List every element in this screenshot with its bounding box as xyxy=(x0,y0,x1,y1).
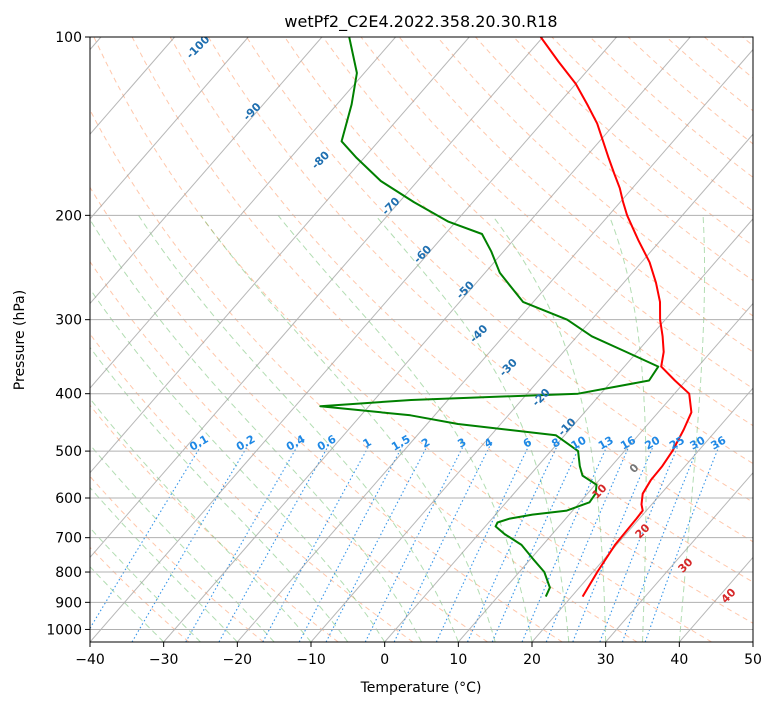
chart-title: wetPf2_C2E4.2022.358.20.30.R18 xyxy=(284,12,557,32)
y-tick-label: 500 xyxy=(55,444,82,460)
temperature-profile-line xyxy=(539,37,693,598)
dry-adiabat-line xyxy=(169,37,753,583)
mixing-ratio-line xyxy=(90,445,202,630)
dry-adiabat-line xyxy=(131,37,753,624)
mixing-ratio-line xyxy=(491,445,581,642)
x-tick-label: −10 xyxy=(296,652,326,668)
series-layer xyxy=(319,37,693,598)
y-axis: 100 200 300 400 500 600 700 800 900 1000 xyxy=(46,30,90,638)
mixing-ratio-line xyxy=(521,445,608,642)
isotherm-line xyxy=(90,37,323,305)
x-tick-label: 10 xyxy=(449,652,467,668)
isotherm-line xyxy=(310,133,753,642)
moist-adiabat-line xyxy=(90,346,349,642)
plot-background xyxy=(90,37,753,642)
isotherm-line xyxy=(90,37,396,389)
x-tick-label: 0 xyxy=(380,652,389,668)
moist-adiabat-line xyxy=(90,486,238,642)
mixing-ratio-line xyxy=(325,445,428,642)
dry-adiabat-line xyxy=(90,475,264,642)
dry-adiabat-line xyxy=(90,260,488,642)
y-axis-label: Pressure (hPa) xyxy=(12,290,28,390)
x-tick-label: 50 xyxy=(744,652,762,668)
dry-adiabat-line xyxy=(93,37,712,642)
mixing-ratio-line xyxy=(621,445,699,642)
y-tick-label: 200 xyxy=(55,208,82,224)
y-tick-label: 100 xyxy=(55,30,82,46)
overlay-layer xyxy=(90,37,753,642)
isotherm-line xyxy=(531,387,753,642)
isotherm-line xyxy=(384,218,753,642)
x-axis-label: Temperature (°C) xyxy=(360,680,482,696)
mixing-ratio-line xyxy=(364,445,464,642)
mixing-ratio-line xyxy=(393,445,491,642)
dry-adiabat-line xyxy=(90,404,339,642)
plot-frame xyxy=(89,36,754,643)
moist-adiabat-line xyxy=(90,527,201,642)
isotherm-line xyxy=(236,48,753,642)
y-tick-label: 600 xyxy=(55,491,82,507)
y-tick-label: 800 xyxy=(55,565,82,581)
x-tick-label: 30 xyxy=(597,652,615,668)
moist-adiabat-line xyxy=(277,214,533,642)
x-tick-label: 20 xyxy=(523,652,541,668)
moist-adiabat-line xyxy=(90,288,386,642)
moist-adiabat-line xyxy=(90,565,165,642)
isotherm-line xyxy=(457,302,753,642)
y-tick-label: 700 xyxy=(55,531,82,547)
mixing-ratio-line xyxy=(131,445,249,642)
dewpoint-profile-line xyxy=(319,37,660,598)
moist-adiabat-line xyxy=(138,215,459,642)
moist-adiabat-line xyxy=(678,215,706,642)
dry-adiabat-line xyxy=(90,108,638,642)
moist-adiabat-line xyxy=(90,218,422,642)
y-tick-label: 400 xyxy=(55,387,82,403)
pressure-grid xyxy=(90,37,753,630)
moist-adiabat-line xyxy=(200,215,496,642)
x-tick-label: −20 xyxy=(223,652,253,668)
isotherm-line xyxy=(90,37,249,220)
mixing-ratio-line xyxy=(218,445,329,642)
isotherm-line xyxy=(605,471,753,642)
isotherm-line xyxy=(90,37,544,559)
x-tick-label: −40 xyxy=(75,652,105,668)
moist-adiabat-line xyxy=(90,397,312,642)
moist-adiabat-line xyxy=(608,215,647,642)
x-axis: −40 −30 −20 −10 0 10 20 30 40 50 xyxy=(75,642,762,668)
dry-adiabat-line xyxy=(398,37,753,353)
moist-adiabat-line xyxy=(491,215,607,642)
y-tick-label: 900 xyxy=(55,595,82,611)
isotherm-line xyxy=(90,37,617,642)
mixing-ratio-line xyxy=(644,445,720,642)
x-tick-label: −30 xyxy=(149,652,179,668)
y-tick-label: 1000 xyxy=(46,622,82,638)
dry-adiabat-line xyxy=(284,37,753,465)
y-tick-label: 300 xyxy=(55,313,82,329)
dry-adiabat-line xyxy=(90,186,563,642)
isotherm-line xyxy=(752,641,753,642)
moist-adiabat-line xyxy=(90,444,275,642)
moist-adiabat-line xyxy=(374,214,570,642)
isotherm-line xyxy=(90,37,470,474)
x-tick-label: 40 xyxy=(670,652,688,668)
